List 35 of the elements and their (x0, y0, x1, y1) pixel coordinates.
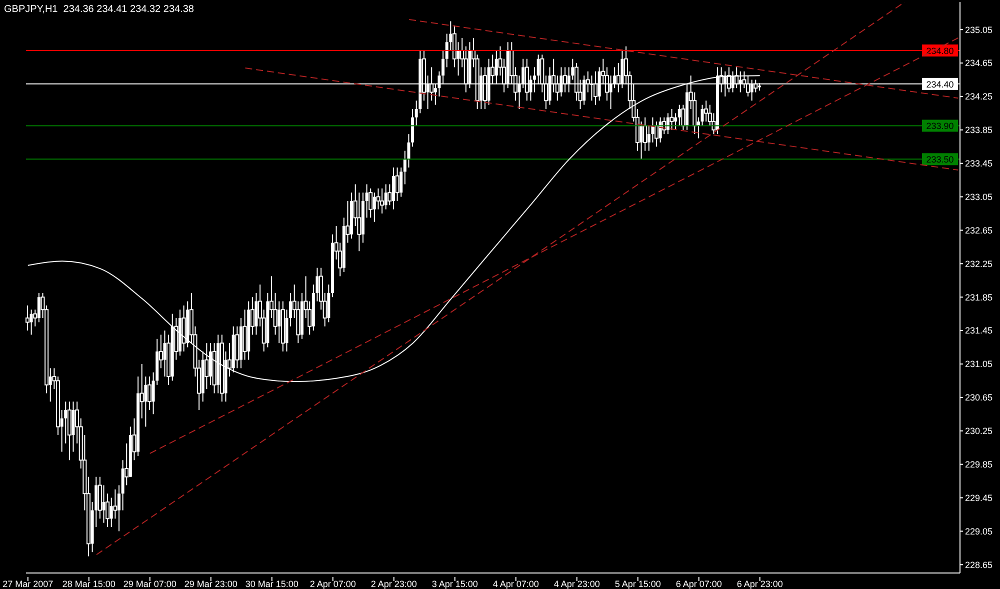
x-tick-label: 6 Apr 07:00 (676, 579, 722, 589)
x-tick-label: 5 Apr 15:00 (614, 579, 661, 589)
y-tick-label: 235.05 (965, 24, 993, 35)
ref-line-label: 233.90 (926, 121, 954, 132)
ref-line-label: 234.80 (926, 46, 954, 56)
x-tick-label: 29 Mar 07:00 (123, 579, 176, 589)
y-tick-label: 234.65 (965, 58, 993, 68)
y-tick-label: 231.45 (965, 326, 993, 336)
y-tick-label: 233.85 (965, 125, 993, 136)
y-tick-label: 232.25 (965, 258, 993, 269)
x-tick-label: 6 Apr 23:00 (736, 579, 783, 589)
y-tick-label: 229.45 (965, 492, 993, 503)
x-tick-label: 3 Apr 15:00 (432, 579, 478, 589)
x-tick-label: 29 Mar 23:00 (184, 579, 238, 589)
x-tick-label: 2 Apr 07:00 (310, 579, 356, 589)
chart-title: GBPJPY,H1 234.36 234.41 234.32 234.38 (4, 4, 194, 15)
y-tick-label: 233.05 (965, 192, 993, 202)
y-tick-label: 231.85 (965, 292, 993, 302)
y-tick-label: 233.45 (965, 158, 993, 169)
y-tick-label: 230.65 (965, 392, 993, 403)
y-tick-label: 229.05 (965, 526, 993, 536)
x-tick-label: 4 Apr 07:00 (492, 579, 539, 589)
ref-line-label: 234.40 (926, 79, 954, 90)
y-tick-label: 231.05 (965, 359, 993, 370)
y-tick-label: 234.25 (965, 92, 993, 102)
y-tick-label: 228.65 (965, 560, 993, 570)
x-tick-label: 4 Apr 23:00 (554, 579, 600, 589)
y-tick-label: 230.25 (965, 426, 993, 436)
x-tick-label: 27 Mar 2007 (2, 579, 54, 589)
x-tick-label: 28 Mar 15:00 (62, 579, 116, 589)
y-tick-label: 232.65 (965, 225, 993, 236)
ref-line-label: 233.50 (926, 154, 954, 165)
y-tick-label: 229.85 (965, 460, 993, 470)
x-tick-label: 2 Apr 23:00 (370, 579, 417, 589)
x-tick-label: 30 Mar 15:00 (245, 579, 298, 589)
